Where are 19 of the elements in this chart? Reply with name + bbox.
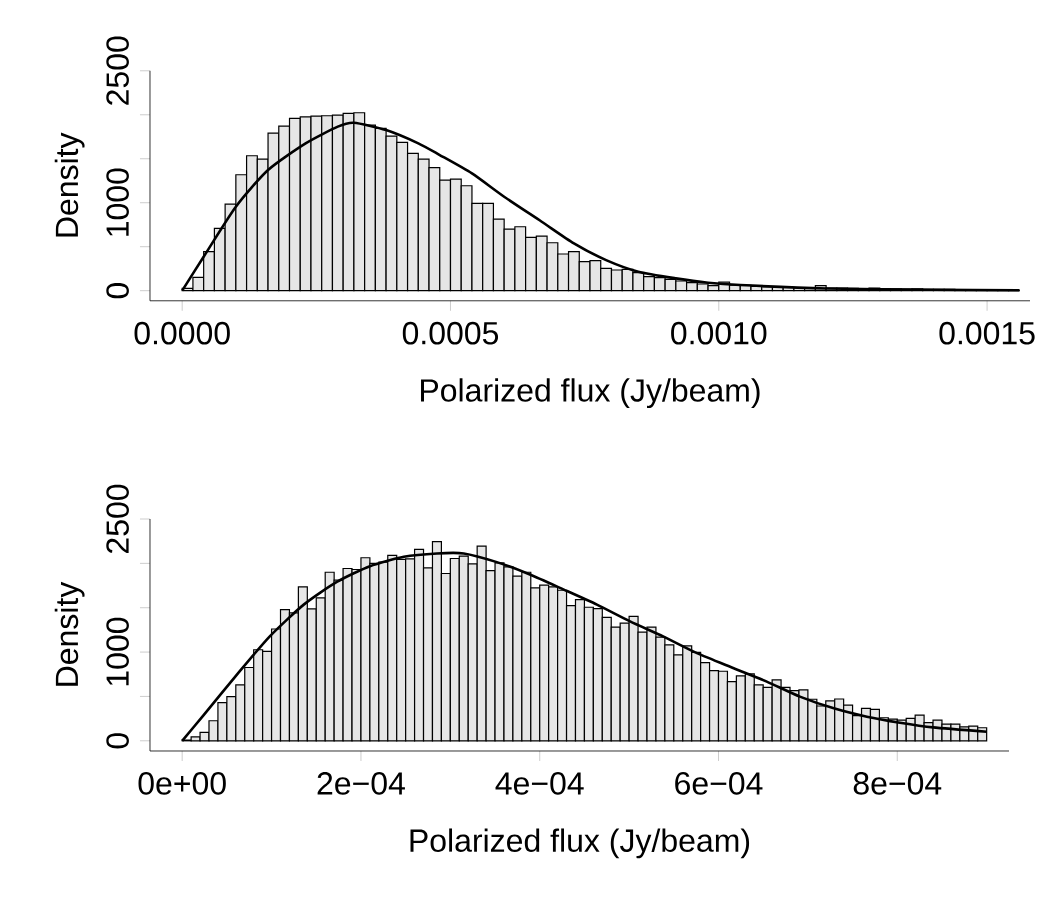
x-tick-label: 0.0000: [134, 321, 230, 345]
y-tick-label: 2500: [106, 484, 129, 553]
x-tick-label: 0.0010: [671, 321, 767, 345]
x-tick-label: 0.0015: [939, 321, 1035, 345]
y-tick-label: 1000: [106, 617, 129, 686]
x-axis-title: Polarized flux (Jy/beam): [421, 378, 760, 409]
x-tick-label: 0e+00: [138, 772, 226, 795]
x-axis-title: Polarized flux (Jy/beam): [410, 828, 750, 859]
y-tick-label: 1000: [106, 168, 129, 236]
x-tick-label: 0.0005: [402, 321, 499, 345]
x-tick-label: 6e−04: [675, 772, 763, 795]
y-tick-label: 0: [106, 283, 129, 299]
x-tick-label: 4e−04: [495, 772, 584, 795]
y-tick-label: 0: [106, 733, 129, 749]
y-axis-title: Density: [54, 132, 85, 237]
y-axis-title: Density: [54, 581, 85, 686]
y-tick-label: 2500: [106, 36, 129, 105]
x-tick-label: 8e−04: [853, 772, 942, 795]
x-tick-label: 2e−04: [317, 772, 405, 795]
